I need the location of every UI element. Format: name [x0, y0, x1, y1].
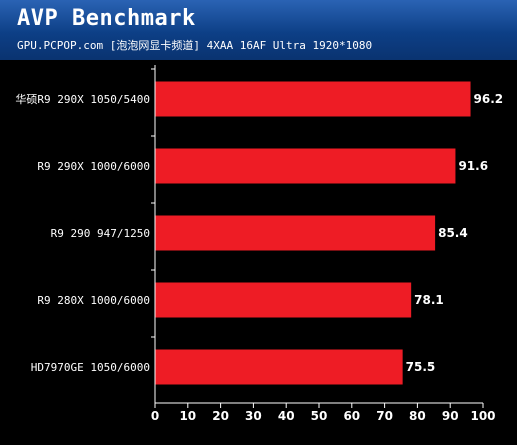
category-label: R9 290 947/1250: [51, 227, 150, 240]
axes: 0 10 20 30 40 50 60 70 80 90 100: [151, 65, 496, 423]
category-labels: 华硕R9 290X 1050/5400 R9 290X 1000/6000 R9 2…: [15, 92, 150, 374]
bar: [155, 81, 471, 117]
chart-title: AVP Benchmark: [17, 6, 196, 31]
x-tick-label: 70: [376, 409, 393, 423]
category-label: R9 290X 1000/6000: [37, 160, 150, 173]
value-labels: 96.2 91.6 85.4 78.1 75.5: [406, 92, 504, 374]
x-tick-label: 90: [442, 409, 459, 423]
bar: [155, 349, 403, 385]
bar: [155, 148, 456, 184]
value-label: 85.4: [438, 226, 468, 240]
category-label: 华硕R9 290X 1050/5400: [15, 92, 150, 106]
category-label: HD7970GE 1050/6000: [31, 361, 150, 374]
bar-chart: 华硕R9 290X 1050/5400 R9 290X 1000/6000 R9 2…: [15, 65, 504, 423]
value-label: 91.6: [458, 159, 488, 173]
value-label: 75.5: [406, 360, 436, 374]
x-tick-label: 80: [409, 409, 426, 423]
bars-group: [155, 81, 471, 385]
bar: [155, 282, 412, 318]
x-tick-label: 50: [311, 409, 328, 423]
value-label: 78.1: [414, 293, 444, 307]
x-tick-label: 0: [151, 409, 159, 423]
chart-subtitle: GPU.PCPOP.com [泡泡网显卡频道] 4XAA 16AF Ultra …: [17, 39, 373, 52]
x-tick-label: 100: [470, 409, 495, 423]
x-tick-label: 10: [179, 409, 196, 423]
x-tick-label: 20: [212, 409, 229, 423]
x-tick-label: 60: [343, 409, 360, 423]
x-tick-label: 30: [245, 409, 262, 423]
bar: [155, 215, 436, 251]
category-label: R9 280X 1000/6000: [37, 294, 150, 307]
chart-header: AVP Benchmark GPU.PCPOP.com [泡泡网显卡频道] 4X…: [0, 0, 517, 60]
value-label: 96.2: [474, 92, 504, 106]
x-tick-label: 40: [278, 409, 295, 423]
